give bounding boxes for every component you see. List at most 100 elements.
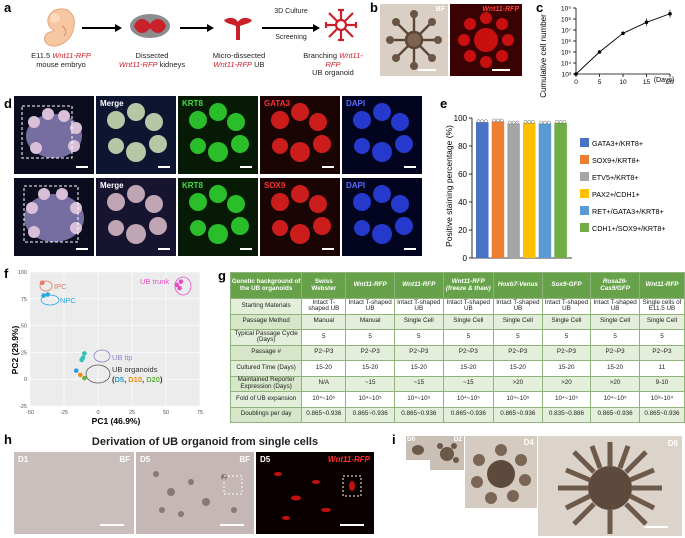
g-cell: ~15: [345, 375, 395, 392]
c-point: [644, 20, 649, 25]
krt8-image-2: KRT8: [178, 178, 258, 256]
organoid-illustration: [324, 8, 358, 42]
g-cell: ~15: [393, 375, 444, 392]
g-cell: 5: [301, 329, 347, 346]
g-cell: 0.865~0.936: [301, 406, 347, 423]
gata3-image: GATA3: [260, 96, 340, 174]
e-ytick: 100: [454, 114, 468, 123]
g-cell: 0.865~0.936: [590, 406, 640, 423]
f-point: [82, 351, 87, 356]
d-row1-gata3: GATA3: [264, 99, 290, 108]
svg-text:(D5, D10, D20): (D5, D10, D20): [112, 375, 163, 384]
scale-bar: [492, 69, 510, 71]
c-point: [668, 11, 672, 16]
micro-rfp: Wnt11-RFP: [450, 4, 522, 76]
e-bar: [491, 121, 505, 258]
h-d1-day: D1: [18, 455, 29, 464]
f-ylabel: PC2 (29.9%): [10, 326, 20, 375]
f-point: [45, 292, 50, 297]
e-replicate-point: [484, 119, 488, 124]
g-cell: 10⁴~10⁵: [393, 391, 444, 408]
e-bar: [523, 122, 536, 259]
table-row: Passage # P2~P3 P2~P3 P2~P3 P2~P3 P2~P3 P2~P3 P…: [229, 344, 685, 361]
step4-line2: UB organoid: [312, 68, 354, 78]
c-xtick: 10: [619, 79, 627, 86]
ub-tip-label: UB tip: [112, 353, 132, 362]
ub-organoids-outline: [85, 364, 111, 384]
scale-bar: [158, 248, 170, 250]
g-cell: 5: [493, 329, 543, 346]
f-point: [178, 279, 184, 284]
dapi-image-2: DAPI: [342, 178, 422, 256]
panel-letter-h: h: [4, 432, 12, 447]
g-row-header: Fold of UB expansion: [229, 391, 303, 408]
g-cell: 15-20: [442, 360, 495, 377]
g-cell: P2~P3: [493, 344, 543, 361]
f-ytick: 100: [18, 270, 27, 276]
f-ytick: -25: [19, 404, 27, 410]
f-point: [82, 375, 87, 381]
g-cell: Single cells of E11.5 UB: [638, 298, 685, 315]
g-cell: P2~P3: [345, 344, 395, 361]
f-xtick: 50: [163, 410, 169, 416]
f-xlabel: PC1 (46.9%): [92, 416, 141, 426]
i-image-d0: D0: [406, 436, 430, 460]
g-header-cell: Hoxb7-Venus: [493, 272, 543, 299]
c-series-line: [575, 13, 671, 75]
ub-organoids-label: UB organoids: [112, 365, 158, 374]
c-ytick: 10⁵: [561, 50, 571, 57]
f-point: [78, 372, 83, 378]
panel-letter-e: e: [440, 96, 448, 111]
c-ytick: 10³: [562, 72, 572, 79]
g-cell: 15-20: [541, 360, 592, 377]
table-row: Maintained Reporter Expression (Days) N/A…: [229, 375, 685, 392]
g-cell: 15-20: [301, 360, 347, 377]
e-ytick: 0: [463, 254, 468, 263]
c-xtick: 0: [574, 79, 578, 86]
d-row2-merge: Merge: [100, 181, 124, 190]
scale-bar: [158, 166, 170, 168]
g-cell: Single Cell: [393, 313, 444, 330]
overview-image-2: [14, 178, 94, 256]
c-ytick: 10⁷: [561, 28, 571, 35]
g-cell: 10⁴~10⁵: [301, 391, 347, 408]
e-legend-label: CDH1+/SOX9+/KRT8+: [592, 224, 666, 233]
g-row-header: Doublings per day: [229, 406, 303, 423]
e-ytick: 60: [458, 170, 467, 179]
d20-label: D20: [146, 375, 160, 384]
g-header-row: Genetic background of the UB organoids Sw…: [229, 272, 685, 299]
f-xtick: -50: [26, 410, 34, 416]
g-header-cell: Sox9-GFP: [541, 272, 592, 299]
e-ytick: 20: [458, 226, 467, 235]
c-ylabel: Cumulative cell number: [539, 14, 548, 98]
f-point: [79, 357, 84, 363]
g-cell: Single Cell: [638, 313, 685, 330]
scale-bar: [644, 526, 668, 528]
table-row: Starting Materials Intact T-shaped UB Inta…: [229, 298, 685, 315]
rfp-label: Wnt11-RFP: [482, 6, 519, 13]
c-xtick: 5: [598, 79, 602, 86]
f-point: [41, 293, 46, 298]
f-point: [177, 285, 182, 291]
g-cell: >20: [541, 375, 592, 392]
g-cell: 10⁴~10⁵: [493, 391, 543, 408]
chart-c: 10³ 10⁴ 10⁵ 10⁶ 10⁷ 10⁸ 10⁹ 0 5 10 15 20 Cumulative…: [539, 6, 674, 98]
g-cell: P2~P3: [541, 344, 592, 361]
sox9-image: SOX9: [260, 178, 340, 256]
g-cell: Single Cell: [590, 313, 640, 330]
e-bar: [507, 123, 520, 258]
scale-bar: [322, 248, 334, 250]
e-legend-swatch: [580, 138, 589, 147]
d5-label: D5: [115, 375, 125, 384]
g-cell: 11: [638, 360, 685, 377]
kidneys-illustration: [130, 14, 170, 38]
g-cell: P2~P3: [393, 344, 444, 361]
c-point: [621, 31, 625, 36]
e-legend-label: GATA3+/KRT8+: [592, 139, 643, 148]
g-cell: 9-10: [638, 375, 685, 392]
c-ytick: 10⁴: [561, 61, 571, 68]
e-ytick: 80: [458, 142, 467, 151]
g-cell: 0.865~0.936: [345, 406, 395, 423]
merge-image-2: Merge: [96, 178, 176, 256]
d-row1-merge: Merge: [100, 99, 124, 108]
